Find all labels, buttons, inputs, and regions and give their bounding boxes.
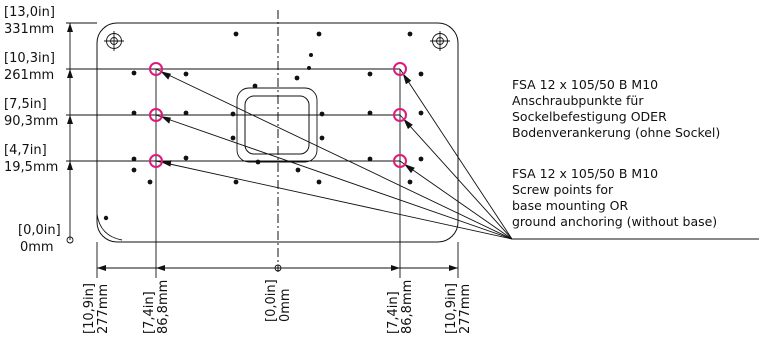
note-line: base mounting OR <box>512 198 628 213</box>
dim-bottom-inch: [7,4in] <box>386 291 401 334</box>
dim-left-mm: 0mm <box>20 240 54 255</box>
anchor-point-icon <box>149 108 163 122</box>
dim-bottom-mm: 86,8mm <box>156 280 171 334</box>
dim-bottom-mm: 86,8mm <box>400 280 415 334</box>
dim-left-mm: 90,3mm <box>4 114 58 129</box>
plate-corner-arc <box>96 213 123 241</box>
dim-bottom-mm: 277mm <box>96 284 111 334</box>
dim-left-mm: 261mm <box>4 68 54 83</box>
dim-left-inch: [0,0in] <box>18 223 61 238</box>
leader-lines <box>155 68 759 240</box>
dim-left-inch: [13,0in] <box>4 5 55 20</box>
extension-lines <box>66 22 459 278</box>
bottom-dimension-labels: [10,9in] 277mm [7,4in] 86,8mm [0,0in] 0m… <box>82 279 473 334</box>
note-line: Bodenverankerung (ohne Sockel) <box>512 125 720 140</box>
note-line: FSA 12 x 105/50 B M10 <box>512 77 658 92</box>
dim-bottom-mm: 277mm <box>458 284 473 334</box>
dim-left-inch: [10,3in] <box>4 51 55 66</box>
left-dimension-line <box>66 23 74 244</box>
note-line: ground anchoring (without base) <box>512 214 717 229</box>
anchor-points <box>149 62 407 168</box>
anchor-point-icon <box>149 154 163 168</box>
note-line: Sockelbefestigung ODER <box>512 109 667 124</box>
dim-bottom-inch: [10,9in] <box>444 283 459 334</box>
dim-left-inch: [4,7in] <box>4 143 47 158</box>
dim-bottom-inch: [10,9in] <box>82 283 97 334</box>
note-line: Anschraubpunkte für <box>512 93 644 108</box>
center-opening <box>244 95 310 155</box>
center-opening-flange <box>236 87 318 163</box>
anchor-point-icon <box>149 62 163 76</box>
note-english: FSA 12 x 105/50 B M10 Screw points for b… <box>512 166 717 229</box>
dim-left-mm: 19,5mm <box>4 160 58 175</box>
dim-bottom-inch: [7,4in] <box>142 291 157 334</box>
dim-left-inch: [7,5in] <box>4 97 47 112</box>
left-dimension-labels: [13,0in] 331mm [10,3in] 261mm [7,5in] 90… <box>4 5 61 255</box>
anchor-point-icon <box>393 154 407 168</box>
note-line: Screw points for <box>512 182 614 197</box>
note-line: FSA 12 x 105/50 B M10 <box>512 166 658 181</box>
dim-left-mm: 331mm <box>4 22 54 37</box>
dim-bottom-inch: [0,0in] <box>264 279 279 322</box>
bottom-dimension-line <box>97 264 458 272</box>
anchor-point-icon <box>393 62 407 76</box>
anchor-point-icon <box>393 108 407 122</box>
crosshair-icon <box>104 31 124 51</box>
note-german: FSA 12 x 105/50 B M10 Anschraubpunkte fü… <box>512 77 720 140</box>
dim-bottom-mm: 0mm <box>278 288 293 322</box>
crosshair-icon <box>430 31 450 51</box>
